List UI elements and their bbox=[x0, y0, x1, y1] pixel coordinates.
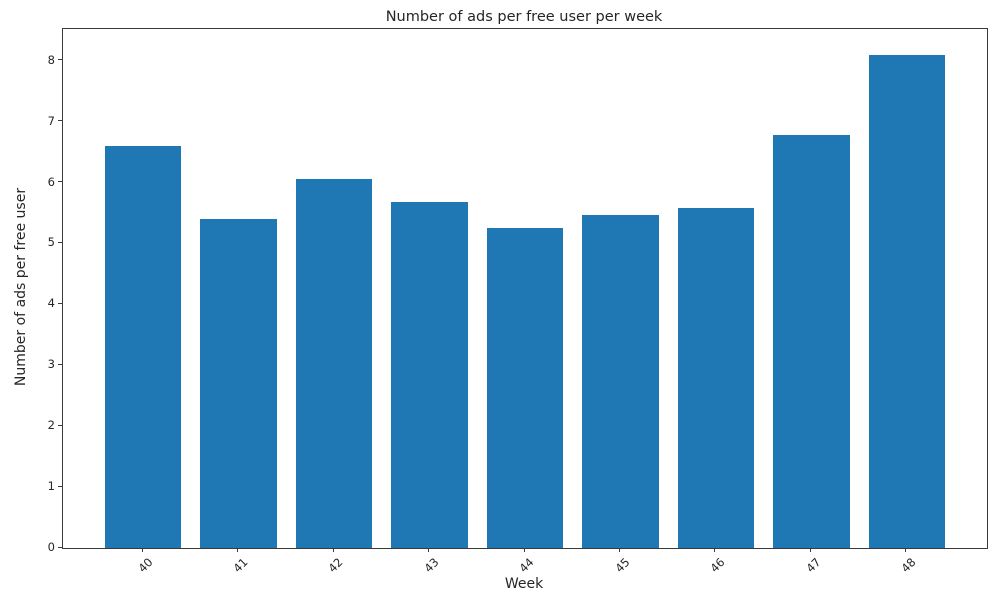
x-tick-label-text: 40 bbox=[134, 555, 156, 576]
y-tick-mark bbox=[58, 59, 62, 61]
y-tick-label: 3 bbox=[47, 357, 55, 372]
x-tick-mark bbox=[523, 548, 525, 552]
x-tick-label-text: 44 bbox=[516, 555, 537, 576]
y-tick-mark bbox=[58, 241, 62, 243]
y-tick-label: 5 bbox=[47, 235, 55, 250]
x-tick-mark bbox=[237, 548, 239, 552]
y-tick-mark bbox=[58, 120, 62, 122]
bar-week-46 bbox=[677, 208, 755, 548]
y-tick-mark bbox=[58, 485, 62, 487]
x-tick-label-text: 43 bbox=[421, 555, 442, 576]
y-tick-mark bbox=[58, 363, 62, 365]
y-tick-mark bbox=[58, 424, 62, 426]
x-tick-label-text: 46 bbox=[707, 555, 728, 576]
x-tick-mark bbox=[619, 548, 620, 552]
x-tick-mark bbox=[141, 548, 143, 552]
y-tick-label: 2 bbox=[47, 418, 55, 433]
bar-week-43 bbox=[391, 202, 468, 548]
bar-week-48 bbox=[868, 54, 945, 548]
x-tick-label-text: 42 bbox=[325, 555, 346, 576]
x-tick-mark bbox=[428, 548, 429, 552]
x-tick-label-text: 41 bbox=[230, 555, 251, 576]
bar-week-44 bbox=[486, 228, 564, 548]
y-tick-label: 8 bbox=[47, 52, 55, 67]
x-tick-mark bbox=[714, 548, 716, 552]
x-tick-mark bbox=[332, 548, 334, 552]
y-tick-mark bbox=[58, 181, 62, 182]
x-tick-label-text: 47 bbox=[803, 555, 824, 576]
y-tick-mark bbox=[58, 546, 62, 548]
bar-week-47 bbox=[773, 135, 850, 548]
y-tick-mark bbox=[58, 302, 62, 304]
plot-area bbox=[62, 28, 988, 549]
bar-week-45 bbox=[582, 214, 659, 548]
x-tick-mark bbox=[809, 548, 811, 552]
x-tick-mark bbox=[905, 548, 907, 552]
bar-week-41 bbox=[200, 219, 277, 548]
y-tick-label: 7 bbox=[47, 113, 55, 128]
x-axis-label: Week bbox=[504, 576, 544, 592]
bar-week-42 bbox=[295, 179, 373, 548]
y-tick-label: 6 bbox=[47, 174, 55, 189]
x-tick-label-text: 48 bbox=[898, 555, 919, 576]
chart-title: Number of ads per free user per week bbox=[385, 9, 663, 25]
y-tick-label: 0 bbox=[47, 540, 55, 554]
x-tick-label-text: 45 bbox=[612, 555, 633, 576]
y-tick-label: 1 bbox=[47, 479, 55, 494]
bar-week-40 bbox=[104, 145, 182, 548]
y-tick-label: 4 bbox=[47, 296, 55, 311]
